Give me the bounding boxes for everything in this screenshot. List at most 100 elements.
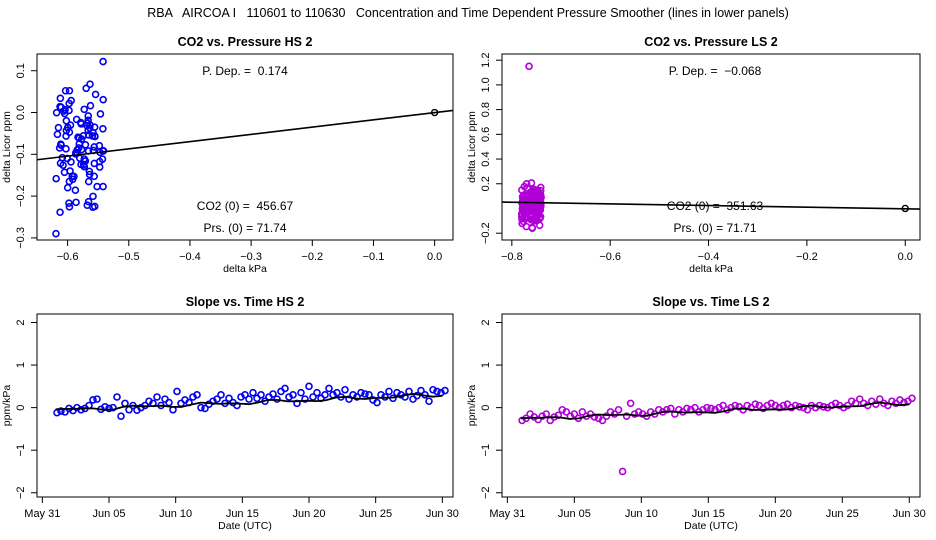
fit-line	[36, 109, 454, 161]
y-tick-label: 0.6	[480, 127, 492, 142]
data-point	[779, 401, 788, 410]
data-point	[520, 196, 529, 205]
data-point	[67, 158, 75, 166]
data-point	[90, 202, 99, 211]
chart-panel-4: Slope vs. Time LS 2 May 31 Jun 05 Jun 10 Jun…	[466, 295, 926, 532]
plot-frame	[501, 53, 921, 241]
data-point	[691, 403, 699, 412]
data-point	[719, 401, 727, 410]
data-point	[313, 388, 321, 397]
data-point	[245, 395, 253, 403]
y-tick-label: 0	[480, 405, 492, 411]
data-point	[99, 182, 107, 191]
data-point	[884, 401, 892, 410]
data-point	[520, 204, 528, 213]
data-point	[305, 382, 313, 391]
data-point	[614, 405, 623, 414]
data-point	[86, 80, 94, 88]
data-point	[56, 208, 64, 217]
x-tick-label: −0.4	[698, 251, 720, 263]
y-tick-label: −1	[15, 444, 27, 457]
data-point	[683, 404, 691, 413]
data-point	[89, 192, 97, 201]
data-point	[85, 170, 94, 179]
data-point	[578, 408, 587, 416]
data-point	[99, 57, 107, 66]
x-tick-label: Jun 15	[692, 508, 725, 520]
chart-title: CO2 vs. Pressure LS 2	[644, 35, 777, 49]
data-point	[95, 141, 104, 150]
y-axis-label: delta Licor ppm	[466, 111, 478, 183]
data-point	[62, 117, 71, 125]
plot-frame	[36, 53, 454, 241]
data-point	[82, 84, 90, 93]
y-tick-label: 1	[15, 362, 27, 368]
data-point	[63, 123, 72, 132]
data-point	[401, 393, 409, 401]
data-point	[65, 203, 74, 211]
y-axis-label: delta Licor ppm	[1, 111, 13, 183]
x-tick-label: Jun 05	[92, 508, 125, 520]
data-point	[843, 401, 852, 410]
data-point	[90, 132, 99, 140]
data-point	[321, 391, 329, 399]
data-point	[570, 410, 579, 418]
y-tick-label: −0.1	[15, 143, 27, 165]
smoother-line	[520, 401, 910, 420]
data-point	[525, 62, 533, 71]
data-point	[77, 145, 86, 154]
data-point	[353, 393, 361, 401]
data-point	[519, 217, 528, 226]
data-point	[86, 101, 95, 110]
data-point	[66, 167, 74, 175]
data-point	[65, 86, 74, 95]
data-point	[90, 159, 99, 168]
data-point	[249, 388, 257, 397]
data-point	[84, 112, 93, 120]
x-tick-label: −0.5	[118, 251, 140, 263]
data-point	[618, 467, 627, 476]
data-point	[590, 413, 599, 421]
data-point	[91, 90, 100, 99]
data-point	[105, 404, 113, 413]
data-point	[71, 186, 80, 195]
y-tick-label: −0.2	[480, 222, 492, 244]
data-point	[72, 198, 80, 207]
data-point	[429, 385, 437, 394]
data-point	[534, 211, 542, 220]
y-tick-label: 1	[480, 362, 492, 368]
data-point	[201, 404, 209, 413]
chart-title: Slope vs. Time HS 2	[186, 295, 305, 309]
data-point	[89, 396, 97, 404]
data-point	[562, 408, 571, 416]
y-axis-label: ppm/kPa	[466, 385, 478, 427]
y-tick-label: −1	[480, 444, 492, 457]
x-tick-label: Jun 30	[426, 508, 459, 520]
y-tick-label: 1.2	[480, 53, 492, 68]
y-tick-label: −2	[480, 486, 492, 499]
data-point	[117, 412, 125, 420]
x-tick-label: −0.2	[301, 251, 323, 263]
x-tick-label: −0.6	[57, 251, 79, 263]
data-point	[527, 179, 536, 187]
data-point	[84, 116, 92, 125]
data-point	[109, 403, 117, 412]
data-point	[385, 387, 393, 396]
data-point	[602, 412, 611, 420]
data-point	[289, 391, 297, 399]
data-point	[626, 399, 635, 408]
data-point	[309, 393, 317, 401]
y-tick-label: −0.2	[15, 185, 27, 207]
x-tick-label: May 31	[489, 508, 525, 520]
data-point	[52, 229, 60, 238]
data-point	[62, 145, 70, 153]
chart-panel-1: CO2 vs. Pressure HS 2 −0.6 −0.5 −0.4 −0.3 −0.…	[1, 35, 454, 275]
data-point	[441, 386, 449, 395]
data-point	[93, 182, 101, 191]
data-point	[65, 199, 73, 207]
y-tick-label: −0.3	[15, 227, 27, 249]
data-point	[65, 128, 74, 136]
data-point	[213, 395, 221, 403]
data-point	[52, 108, 61, 117]
